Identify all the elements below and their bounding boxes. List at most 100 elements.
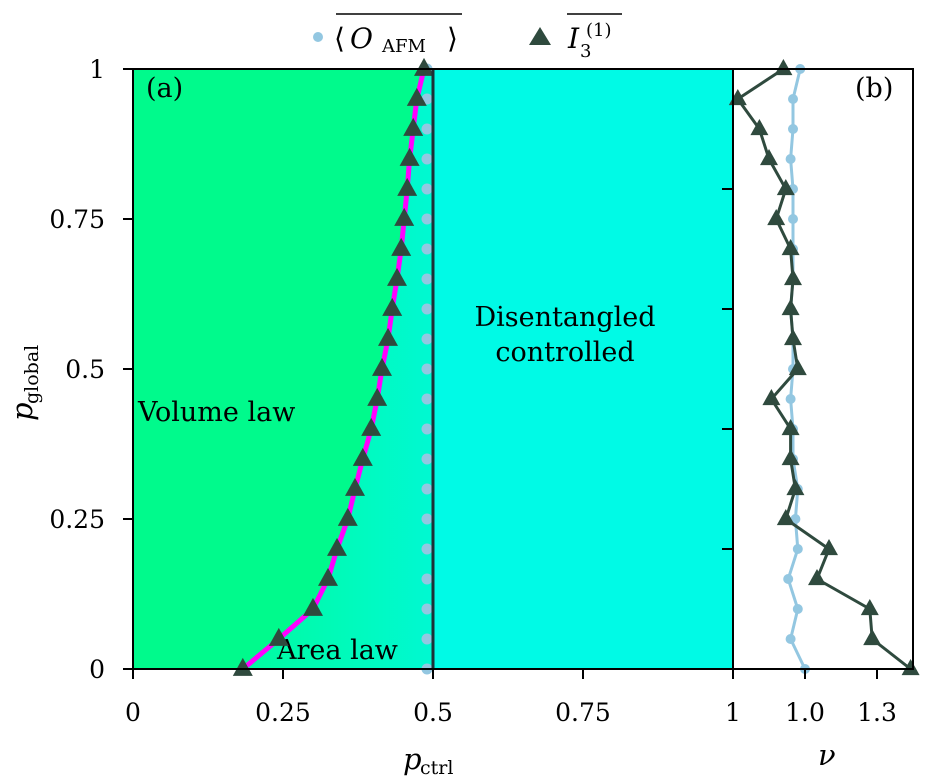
oafm-point-a <box>421 633 433 645</box>
x-axis-label-sub: ctrl <box>420 757 453 779</box>
oafm-point-b <box>788 94 798 104</box>
oafm-point-b <box>788 124 798 134</box>
panel-b-side-ticks <box>722 188 733 550</box>
legend-label-i3: I 3 (1) <box>567 13 622 62</box>
oafm-point-b <box>785 634 796 644</box>
i3-point-a <box>382 297 403 316</box>
x-tick-label: 0 <box>125 698 141 727</box>
i3-point-a <box>337 507 358 526</box>
oafm-point-b <box>783 574 794 584</box>
volume-law-label: Volume law <box>137 397 295 428</box>
oafm-point-a <box>421 393 433 405</box>
y-axis-label-p: p <box>5 402 39 421</box>
x-axis-label-nu: ν <box>818 738 836 772</box>
i3-point-a <box>232 657 253 676</box>
legend-triangle-marker <box>529 27 551 45</box>
legend: ⟨ O AFM ⟩ I 3 (1) <box>313 13 622 62</box>
oafm-point-b <box>790 514 801 524</box>
oafm-point-a <box>421 453 433 465</box>
oafm-point-a <box>421 513 433 525</box>
i3-point-b <box>781 418 800 436</box>
oafm-point-a <box>421 423 433 435</box>
area-law-region <box>242 69 433 669</box>
legend-i3-sub: 3 <box>580 41 591 62</box>
disentangled-region <box>433 69 733 669</box>
i3-point-a <box>367 387 388 406</box>
oafm-point-a <box>421 243 433 255</box>
oafm-point-a <box>421 363 433 375</box>
i3-point-b <box>781 238 800 256</box>
i3-point-b <box>860 598 879 616</box>
svg-text:⟩: ⟩ <box>447 22 458 55</box>
oafm-point-a <box>421 603 433 615</box>
area-law-label: Area law <box>276 635 398 666</box>
i3-point-a <box>387 267 407 286</box>
oafm-point-a <box>421 213 433 225</box>
x-axis-label-p: p <box>403 742 422 776</box>
x-tick-label-b: 1.0 <box>785 698 825 727</box>
panel-a-ticks: 0 0.25 0.5 0.75 1 0 0.25 0.5 0.75 1 <box>49 55 741 727</box>
oafm-point-a <box>421 573 433 585</box>
legend-i3-sup: (1) <box>586 20 612 41</box>
oafm-point-b <box>792 544 803 554</box>
disentangled-label-line1: Disentangled <box>474 302 655 333</box>
oafm-point-a <box>421 483 433 495</box>
i3-point-a <box>414 57 434 76</box>
oafm-point-b <box>788 214 798 224</box>
i3-point-b <box>788 358 807 376</box>
oafm-point-a <box>421 153 433 165</box>
disentangled-label-line2: controlled <box>495 337 634 368</box>
i3-point-b <box>781 448 800 466</box>
oafm-point-a <box>421 543 433 555</box>
panel-b-plot: 1.0 1.3 <box>728 58 920 727</box>
x-tick-label: 0.25 <box>255 698 311 727</box>
i3-point-b <box>762 388 781 406</box>
i3-point-a <box>268 627 289 646</box>
y-axis-label: p global <box>5 345 43 421</box>
i3-point-b <box>781 298 800 316</box>
i3-point-b <box>750 118 769 136</box>
oafm-point-b <box>785 394 796 404</box>
oafm-point-a <box>421 333 433 345</box>
i3-point-a <box>406 87 427 106</box>
legend-oafm-sub: AFM <box>381 36 426 57</box>
i3-point-a <box>361 417 382 436</box>
i3-point-b <box>808 568 826 586</box>
i3-point-a <box>403 117 424 136</box>
i3-point-b <box>776 178 795 196</box>
i3-point-a <box>397 177 418 196</box>
i3-point-b <box>784 268 802 286</box>
i3-point-a <box>399 147 420 166</box>
i3-point-b <box>901 658 920 676</box>
i3-point-a <box>318 567 338 586</box>
legend-circle-marker <box>313 32 323 42</box>
oafm-point-b <box>785 154 796 164</box>
y-tick-label: 0.25 <box>49 505 105 534</box>
i3-point-b <box>786 478 805 496</box>
i3-point-a <box>372 357 392 376</box>
legend-i3-symbol: I <box>567 22 580 55</box>
panel-b-label: (b) <box>855 73 893 104</box>
i3-point-b <box>784 328 802 346</box>
x-axis-label: p ctrl <box>403 742 453 779</box>
panel-a-label: (a) <box>146 73 183 104</box>
i3-point-a <box>394 207 415 226</box>
i3-point-a <box>378 327 398 346</box>
i3-point-a <box>327 537 347 556</box>
y-tick-label: 0 <box>89 655 105 684</box>
i3-point-a <box>345 477 365 496</box>
i3-point-b <box>774 58 793 76</box>
i3-point-b <box>767 208 786 226</box>
i3-point-a <box>303 597 323 616</box>
legend-label-oafm: ⟨ O AFM ⟩ <box>334 13 462 57</box>
oafm-point-a <box>421 273 433 285</box>
i3-point-a <box>391 237 412 256</box>
i3-point-b <box>863 628 882 646</box>
i3-point-a <box>352 447 373 466</box>
oafm-point-b <box>792 604 803 614</box>
x-tick-label-b: 1.3 <box>857 698 897 727</box>
oafm-point-a <box>421 303 433 315</box>
y-tick-label: 0.5 <box>65 355 105 384</box>
y-axis-label-sub: global <box>21 345 43 404</box>
panel-a-plot <box>232 57 434 676</box>
